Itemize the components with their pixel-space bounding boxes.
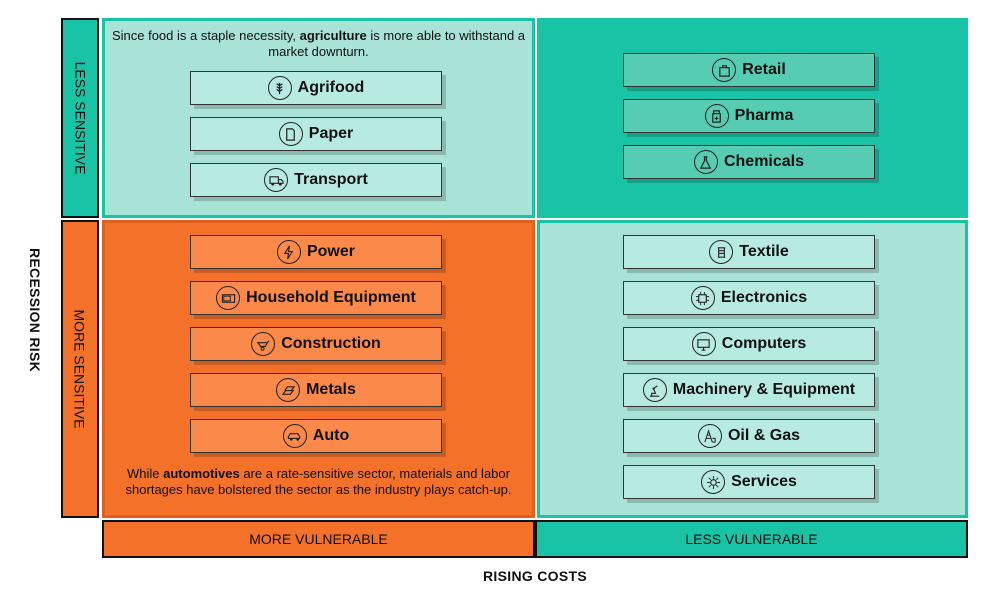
sector-agrifood: Agrifood	[190, 71, 442, 105]
x-axis-title: RISING COSTS	[483, 568, 587, 584]
microwave-icon	[216, 286, 241, 310]
sector-paper: Paper	[190, 117, 442, 151]
thread-spool-icon	[709, 240, 734, 264]
sector-pharma: Pharma	[623, 99, 875, 133]
truck-icon	[264, 168, 289, 192]
sector-computers: Computers	[623, 327, 875, 361]
row-label-more-sensitive: MORE SENSITIVE	[61, 220, 99, 518]
sector-chemicals: Chemicals	[623, 145, 875, 179]
shopping-bag-icon	[712, 58, 737, 82]
row-label-less-sensitive: LESS SENSITIVE	[61, 18, 99, 218]
wheat-icon	[267, 76, 292, 100]
note-automotives: While automotives are a rate-sensitive s…	[125, 466, 512, 497]
car-icon	[282, 424, 307, 448]
robot-arm-icon	[642, 378, 667, 402]
sector-power: Power	[190, 235, 442, 269]
col-label-less-vulnerable: LESS VULNERABLE	[535, 520, 968, 558]
sector-metals: Metals	[190, 373, 442, 407]
sector-household-equipment: Household Equipment	[190, 281, 442, 315]
sector-textile: Textile	[623, 235, 875, 269]
wheelbarrow-icon	[251, 332, 276, 356]
oil-rig-icon	[697, 424, 722, 448]
note-agriculture: Since food is a staple necessity, agricu…	[111, 28, 526, 59]
sector-oil-gas: Oil & Gas	[623, 419, 875, 453]
gear-wrench-icon	[701, 470, 726, 494]
flask-icon	[693, 150, 718, 174]
sector-auto: Auto	[190, 419, 442, 453]
sector-electronics: Electronics	[623, 281, 875, 315]
lightning-icon	[276, 240, 301, 264]
y-axis-title: RECESSION RISK	[27, 248, 43, 372]
sector-services: Services	[623, 465, 875, 499]
sector-machinery-equipment: Machinery & Equipment	[623, 373, 875, 407]
quadrant-bottom-left	[102, 220, 535, 518]
chip-icon	[690, 286, 715, 310]
metal-bars-icon	[276, 378, 301, 402]
sector-construction: Construction	[190, 327, 442, 361]
pill-bottle-icon	[704, 104, 729, 128]
col-label-more-vulnerable: MORE VULNERABLE	[102, 520, 535, 558]
paper-icon	[278, 122, 303, 146]
monitor-icon	[691, 332, 716, 356]
sector-transport: Transport	[190, 163, 442, 197]
sector-retail: Retail	[623, 53, 875, 87]
